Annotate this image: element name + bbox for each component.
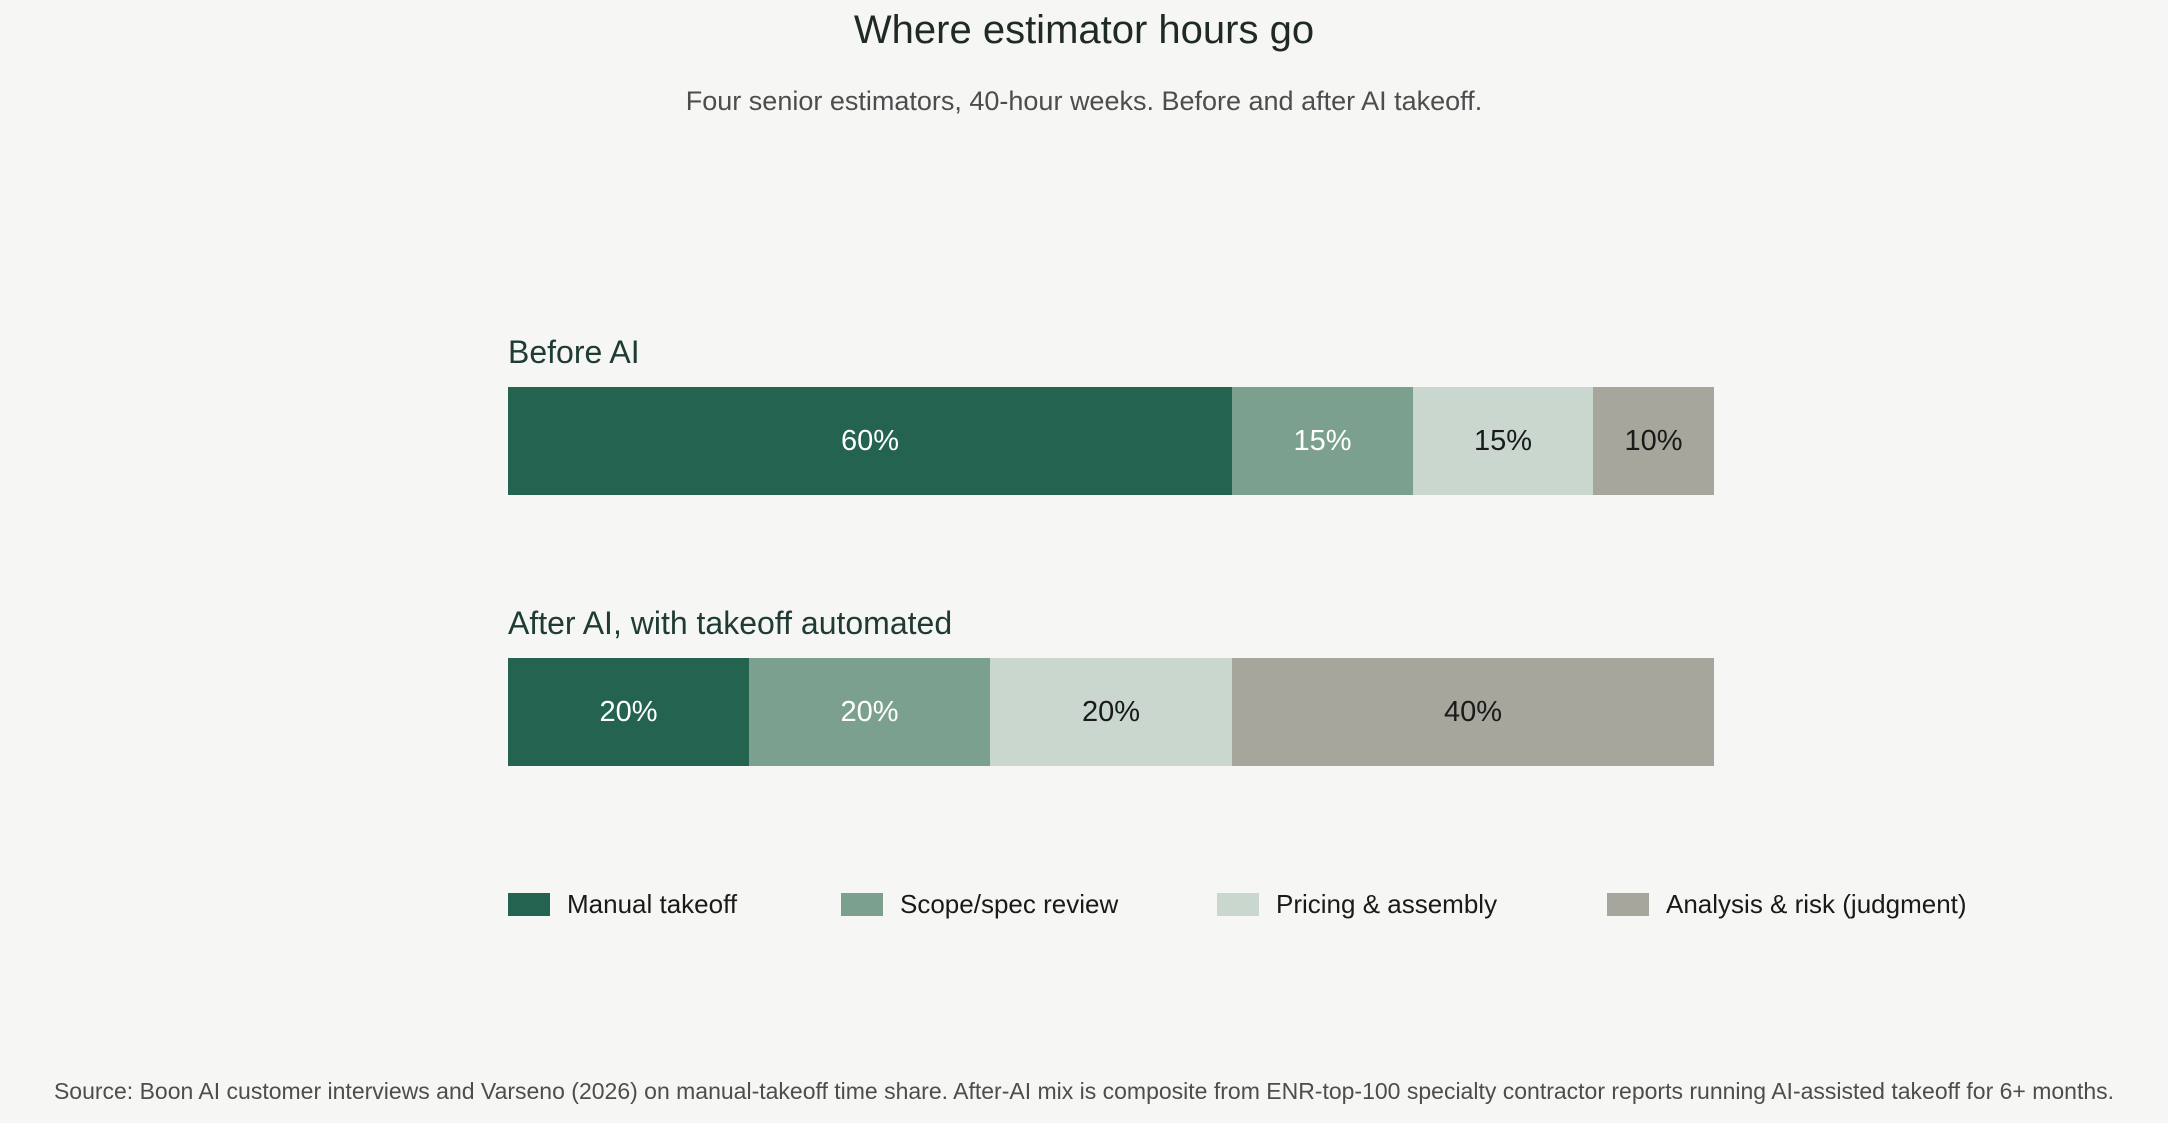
bar-segment-analysis-risk-judgment: 40% xyxy=(1232,658,1714,766)
legend-swatch xyxy=(1217,892,1259,916)
bar-before-ai: 60% 15% 15% 10% xyxy=(508,387,1714,495)
legend-item-scope-spec-review: Scope/spec review xyxy=(841,884,1118,924)
legend-item-pricing-assembly: Pricing & assembly xyxy=(1217,884,1497,924)
row-label-before-ai: Before AI xyxy=(508,334,640,370)
legend-swatch xyxy=(1607,892,1649,916)
legend-swatch xyxy=(841,892,883,916)
source-note: Source: Boon AI customer interviews and … xyxy=(53,1078,2115,1104)
chart-title: Where estimator hours go xyxy=(853,8,1315,52)
data-label: 20% xyxy=(1081,695,1141,728)
legend-label: Analysis & risk (judgment) xyxy=(1666,888,1967,919)
legend-label: Manual takeoff xyxy=(567,888,738,919)
bar-after-ai: 20% 20% 20% 40% xyxy=(508,658,1714,766)
bar-segment-pricing-assembly: 20% xyxy=(990,658,1232,766)
legend: Manual takeoff Scope/spec review Pricing… xyxy=(0,884,2168,924)
legend-item-manual-takeoff: Manual takeoff xyxy=(508,884,737,924)
legend-label: Scope/spec review xyxy=(900,888,1119,919)
legend-label: Pricing & assembly xyxy=(1276,888,1498,919)
bar-segment-manual-takeoff: 20% xyxy=(508,658,749,766)
data-label: 20% xyxy=(840,695,899,728)
data-label: 15% xyxy=(1293,424,1352,457)
data-label: 40% xyxy=(1443,695,1503,728)
data-label: 60% xyxy=(840,424,900,457)
bar-segment-manual-takeoff: 60% xyxy=(508,387,1232,495)
bar-segment-scope-spec-review: 15% xyxy=(1232,387,1413,495)
data-label: 10% xyxy=(1624,424,1683,457)
row-label-after-ai: After AI, with takeoff automated xyxy=(508,605,953,641)
chart-subtitle: Four senior estimators, 40-hour weeks. B… xyxy=(685,86,1483,116)
bar-segment-scope-spec-review: 20% xyxy=(749,658,990,766)
legend-swatch xyxy=(508,892,550,916)
bar-segment-pricing-assembly: 15% xyxy=(1413,387,1593,495)
legend-item-analysis-risk: Analysis & risk (judgment) xyxy=(1607,884,1967,924)
data-label: 15% xyxy=(1473,424,1533,457)
data-label: 20% xyxy=(599,695,658,728)
bar-segment-analysis-risk-judgment: 10% xyxy=(1593,387,1714,495)
